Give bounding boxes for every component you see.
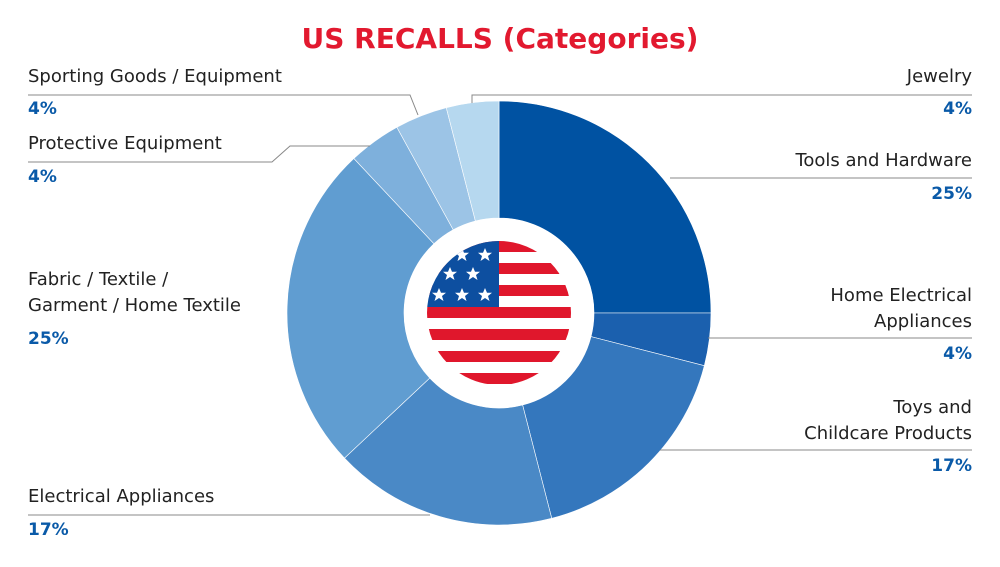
slice-label: Sporting Goods / Equipment — [28, 66, 282, 87]
value-label: 4% — [28, 167, 57, 187]
value-label: 4% — [28, 99, 57, 119]
value-label: 25% — [28, 329, 69, 349]
slice-label: Protective Equipment — [28, 133, 222, 154]
value-label: 17% — [28, 520, 69, 540]
chart-title: US RECALLS (Categories) — [301, 22, 699, 55]
us-flag — [427, 241, 571, 385]
slice-label: Toys and Childcare Products — [804, 397, 972, 444]
slice-label: Home Electrical Appliances — [830, 285, 972, 332]
leader-line — [28, 94, 419, 116]
leader-line — [471, 94, 972, 103]
leader-line — [28, 145, 370, 163]
value-label: 25% — [931, 184, 972, 204]
value-label: 4% — [943, 99, 972, 119]
slice-label: Tools and Hardware — [795, 150, 972, 171]
leader-lines — [28, 94, 972, 516]
value-label: 4% — [943, 344, 972, 364]
value-label: 17% — [931, 456, 972, 476]
slice-label: Jewelry — [906, 66, 972, 87]
slices — [286, 100, 712, 526]
slice-label: Electrical Appliances — [28, 486, 215, 507]
slice-label: Fabric / Textile / Garment / Home Textil… — [28, 269, 242, 316]
